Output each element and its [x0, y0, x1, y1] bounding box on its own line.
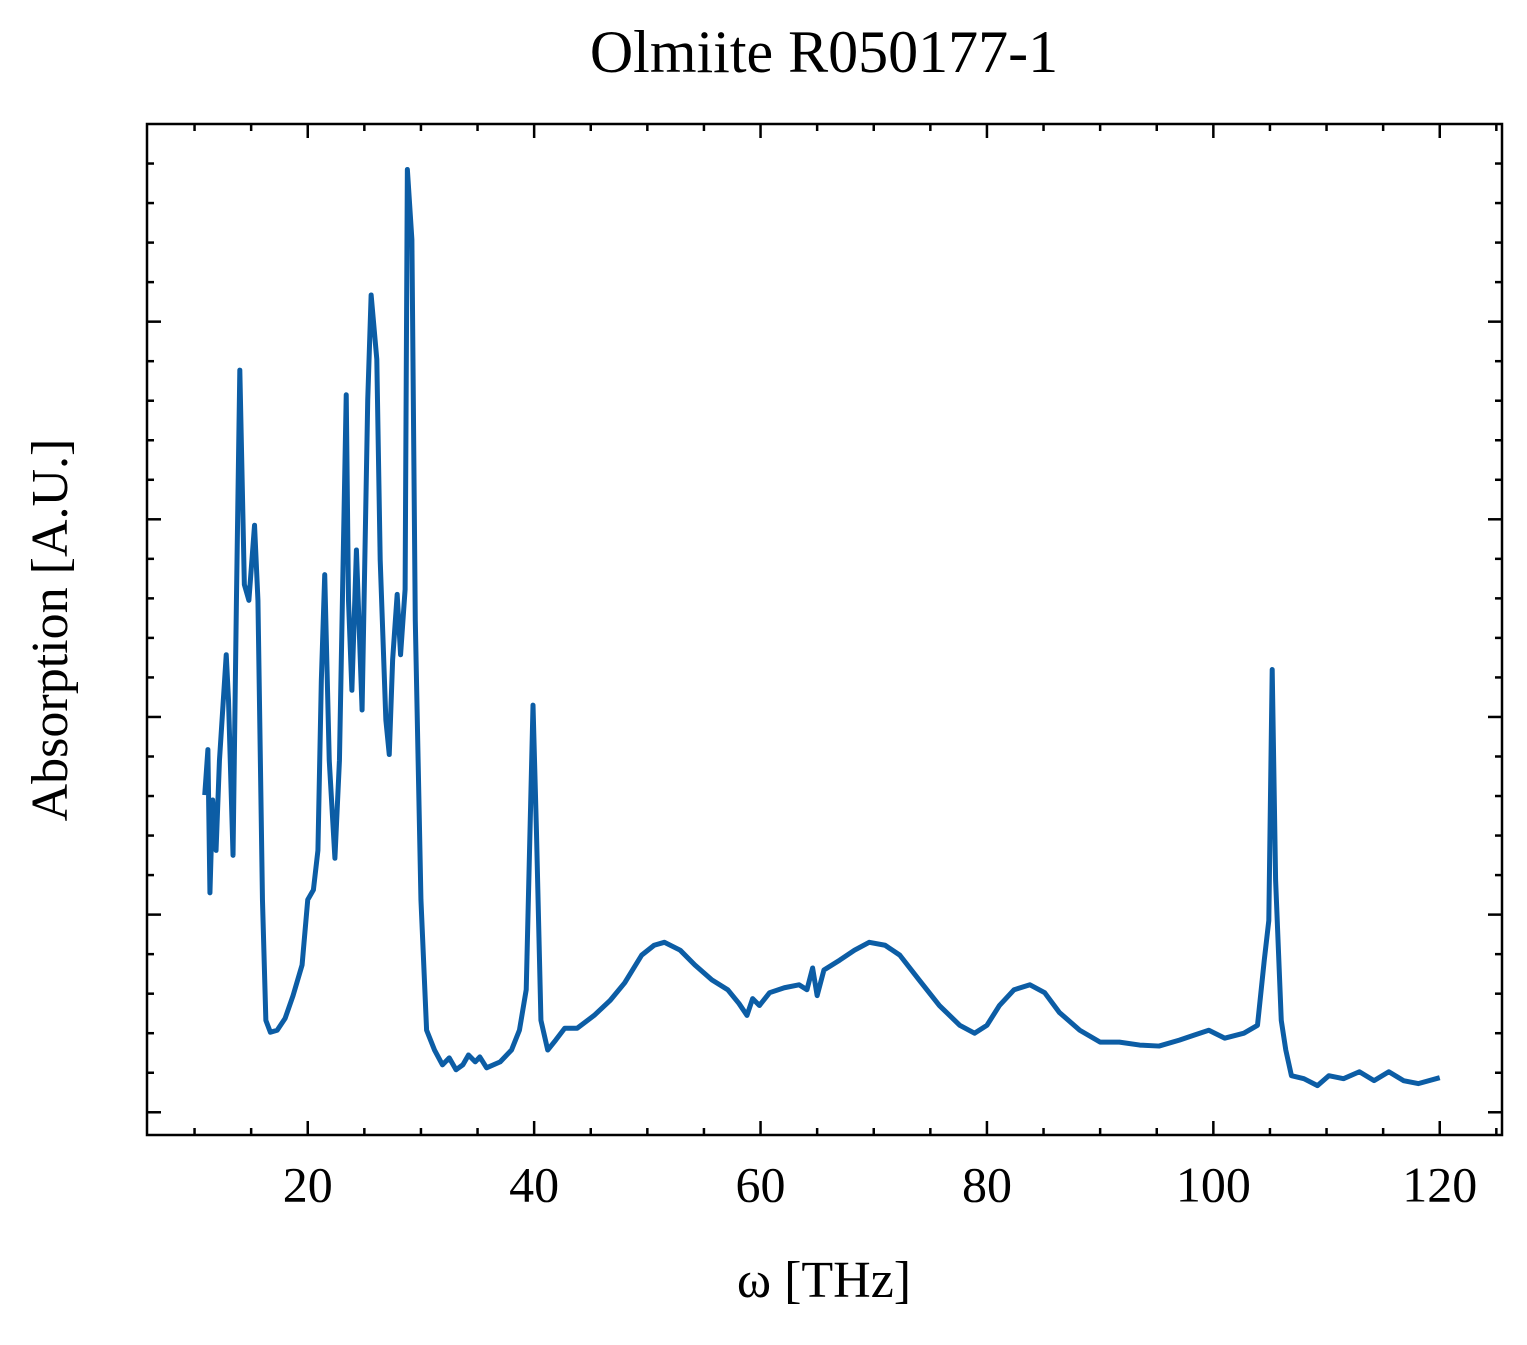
x-tick-label: 80: [962, 1156, 1012, 1212]
chart-title: Olmiite R050177-1: [590, 19, 1058, 85]
x-tick-label: 60: [736, 1156, 786, 1212]
x-tick-label: 100: [1176, 1156, 1251, 1212]
x-axis-label: ω [THz]: [737, 1252, 911, 1309]
plot-frame: [145, 122, 1504, 1137]
x-tick-label: 40: [509, 1156, 559, 1212]
series-line: [202, 166, 1441, 1089]
x-tick-label: 20: [283, 1156, 333, 1212]
x-tick-label: 120: [1402, 1156, 1477, 1212]
y-axis-label: Absorption [A.U.]: [22, 439, 79, 822]
